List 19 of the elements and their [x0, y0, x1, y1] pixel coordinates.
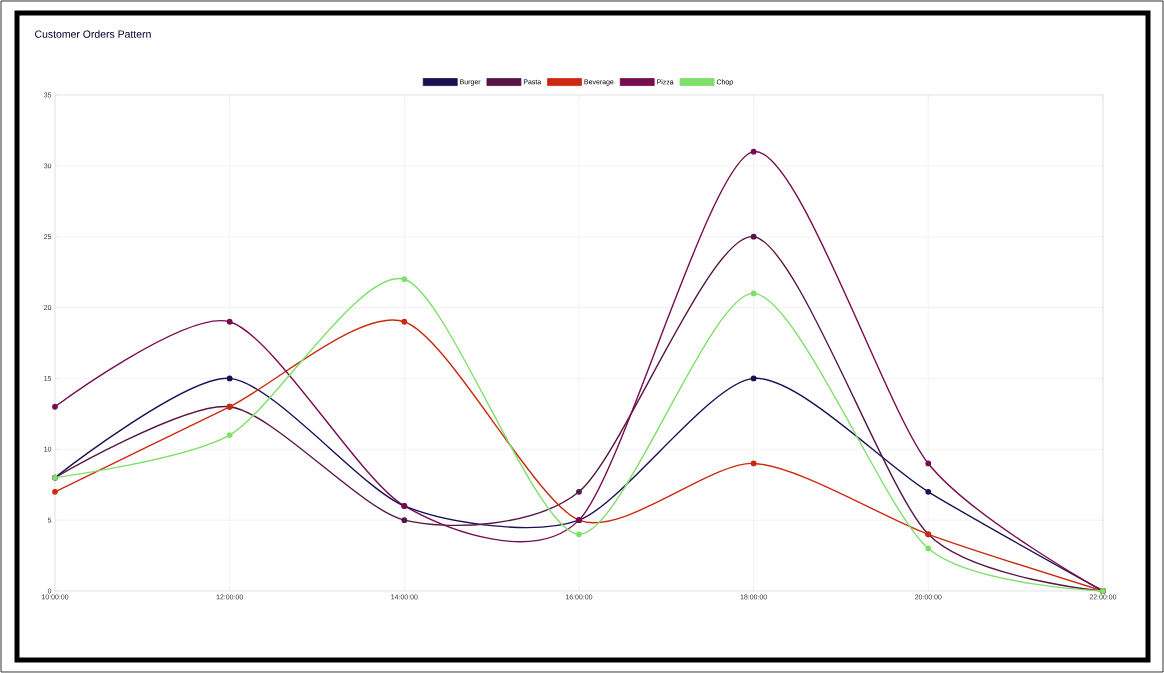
point: [925, 545, 932, 552]
point: [750, 375, 757, 382]
chart-title: Customer Orders Pattern: [35, 30, 151, 38]
point: [750, 233, 757, 240]
point: [226, 375, 233, 382]
point: [925, 460, 932, 467]
point: [750, 290, 757, 297]
point: [401, 517, 408, 524]
point: [576, 488, 582, 495]
point: [52, 488, 58, 495]
point: [52, 403, 58, 410]
point: [750, 148, 757, 155]
point: [576, 531, 582, 538]
point: [401, 276, 408, 283]
point: [226, 318, 233, 325]
point: [925, 488, 932, 495]
point: [401, 318, 408, 325]
point: [750, 460, 757, 467]
point: [226, 432, 233, 438]
